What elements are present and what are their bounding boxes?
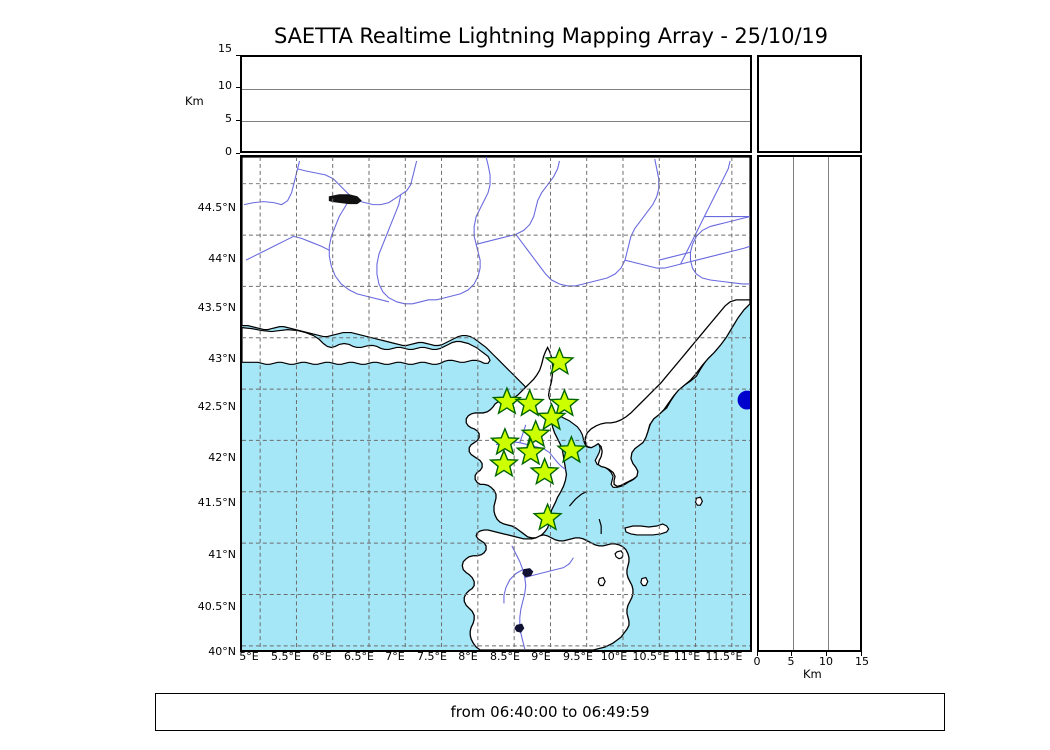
- map-xtick-5E: 5°E: [239, 650, 259, 663]
- top-elevation-panel: [240, 55, 752, 153]
- lightning-star: [529, 456, 560, 486]
- lightning-star: [532, 502, 563, 531]
- coast-detail-provence: [242, 327, 491, 365]
- top-panel-ytick-0: 0: [225, 145, 232, 158]
- lightning-star: [544, 346, 575, 376]
- right-panel-xtick-5: 5: [787, 655, 795, 668]
- islet-north-corsica: [568, 490, 588, 507]
- right-panel-xtick-10: 10: [819, 655, 833, 668]
- map-xtick-11p5E: 11.5°E: [705, 650, 743, 663]
- island-pianosa: [597, 576, 606, 587]
- map-xtick-7p5E: 7.5°E: [417, 650, 447, 663]
- lake-mainland: [328, 194, 362, 205]
- right-panel-tickmark-0: [757, 652, 758, 656]
- map-gridlines: [242, 157, 750, 650]
- top-panel-ytick-10: 10: [218, 79, 232, 92]
- right-panel-xlabel: Km: [803, 667, 822, 681]
- lightning-star: [488, 448, 520, 478]
- map-ytick-40p5N: 40.5°N: [197, 600, 236, 613]
- map-panel[interactable]: [240, 155, 752, 652]
- map-xtick-11E: 11°E: [673, 650, 701, 663]
- right-panel-xtick-0: 0: [753, 655, 761, 668]
- right-elevation-panel: [757, 155, 862, 652]
- map-xtick-8p5E: 8.5°E: [490, 650, 520, 663]
- top-panel-ytick-15: 15: [218, 42, 232, 55]
- map-xtick-6p5E: 6.5°E: [344, 650, 374, 663]
- time-range-text: from 06:40:00 to 06:49:59: [450, 703, 650, 721]
- map-xtick-7E: 7°E: [385, 650, 405, 663]
- top-panel-tickmark-10: [236, 87, 240, 88]
- map-ytick-41p5N: 41.5°N: [197, 496, 236, 509]
- map-ytick-40N: 40°N: [208, 645, 236, 658]
- map-ytick-43p5N: 43.5°N: [197, 301, 236, 314]
- map-ytick-44p5N: 44.5°N: [197, 201, 236, 214]
- map-xtick-9E: 9°E: [531, 650, 551, 663]
- lightning-star: [514, 388, 545, 417]
- right-panel-tickmark-15: [861, 652, 862, 656]
- top-right-corner-panel: [757, 55, 862, 153]
- lightning-star: [491, 386, 523, 415]
- island-elba: [624, 523, 670, 536]
- map-svg: [242, 157, 750, 650]
- island-capraia: [614, 550, 624, 560]
- island-sardinia: [461, 529, 634, 650]
- time-range-status-bar: from 06:40:00 to 06:49:59: [155, 693, 945, 731]
- map-ytick-43N: 43°N: [208, 352, 236, 365]
- map-xtick-9p5E: 9.5°E: [563, 650, 593, 663]
- river-network-mainland: [243, 157, 750, 305]
- lightning-star: [515, 436, 546, 466]
- island-montecristo: [640, 576, 649, 587]
- top-panel-tickmark-5: [236, 120, 240, 121]
- map-ytick-42p5N: 42.5°N: [197, 400, 236, 413]
- lightning-star: [549, 388, 580, 417]
- lightning-star: [489, 426, 521, 456]
- lightning-star: [556, 434, 587, 464]
- top-panel-ytick-5: 5: [225, 112, 232, 125]
- top-panel-plot-area: [242, 57, 750, 151]
- page-title: SAETTA Realtime Lightning Mapping Array …: [274, 24, 828, 48]
- top-panel-tickmark-0: [236, 153, 240, 154]
- right-panel-xtick-15: 15: [855, 655, 869, 668]
- lightning-star: [520, 419, 551, 448]
- map-xtick-10p5E: 10.5°E: [632, 650, 670, 663]
- right-panel-gridline-10: [827, 157, 829, 650]
- lake-sardinia-north: [522, 568, 534, 578]
- map-xtick-8E: 8°E: [458, 650, 478, 663]
- top-panel-ylabel: Km: [185, 94, 204, 108]
- map-ytick-41N: 41°N: [208, 548, 236, 561]
- lightning-star: [536, 402, 567, 431]
- map-xtick-6E: 6°E: [312, 650, 332, 663]
- right-panel-gridline-5: [793, 157, 795, 650]
- map-xtick-10E: 10°E: [600, 650, 628, 663]
- map-ytick-44N: 44°N: [208, 252, 236, 265]
- right-panel-plot-area: [759, 157, 860, 650]
- lake-sardinia-south: [514, 623, 525, 633]
- river-italy: [658, 215, 750, 285]
- top-panel-gridline-10: [242, 88, 750, 90]
- top-panel-gridline-5: [242, 121, 750, 123]
- coast-italy-tuscany: [584, 299, 750, 488]
- right-panel-tickmark-5: [791, 652, 792, 656]
- islet-east-corsica: [598, 518, 602, 534]
- station-dot-marker: [737, 390, 750, 410]
- right-panel-tickmark-10: [826, 652, 827, 656]
- map-xtick-5p5E: 5.5°E: [271, 650, 301, 663]
- map-ytick-42N: 42°N: [208, 451, 236, 464]
- lightning-star-markers: [488, 346, 587, 531]
- top-panel-tickmark-15: [236, 55, 240, 56]
- island-giglio: [694, 496, 704, 506]
